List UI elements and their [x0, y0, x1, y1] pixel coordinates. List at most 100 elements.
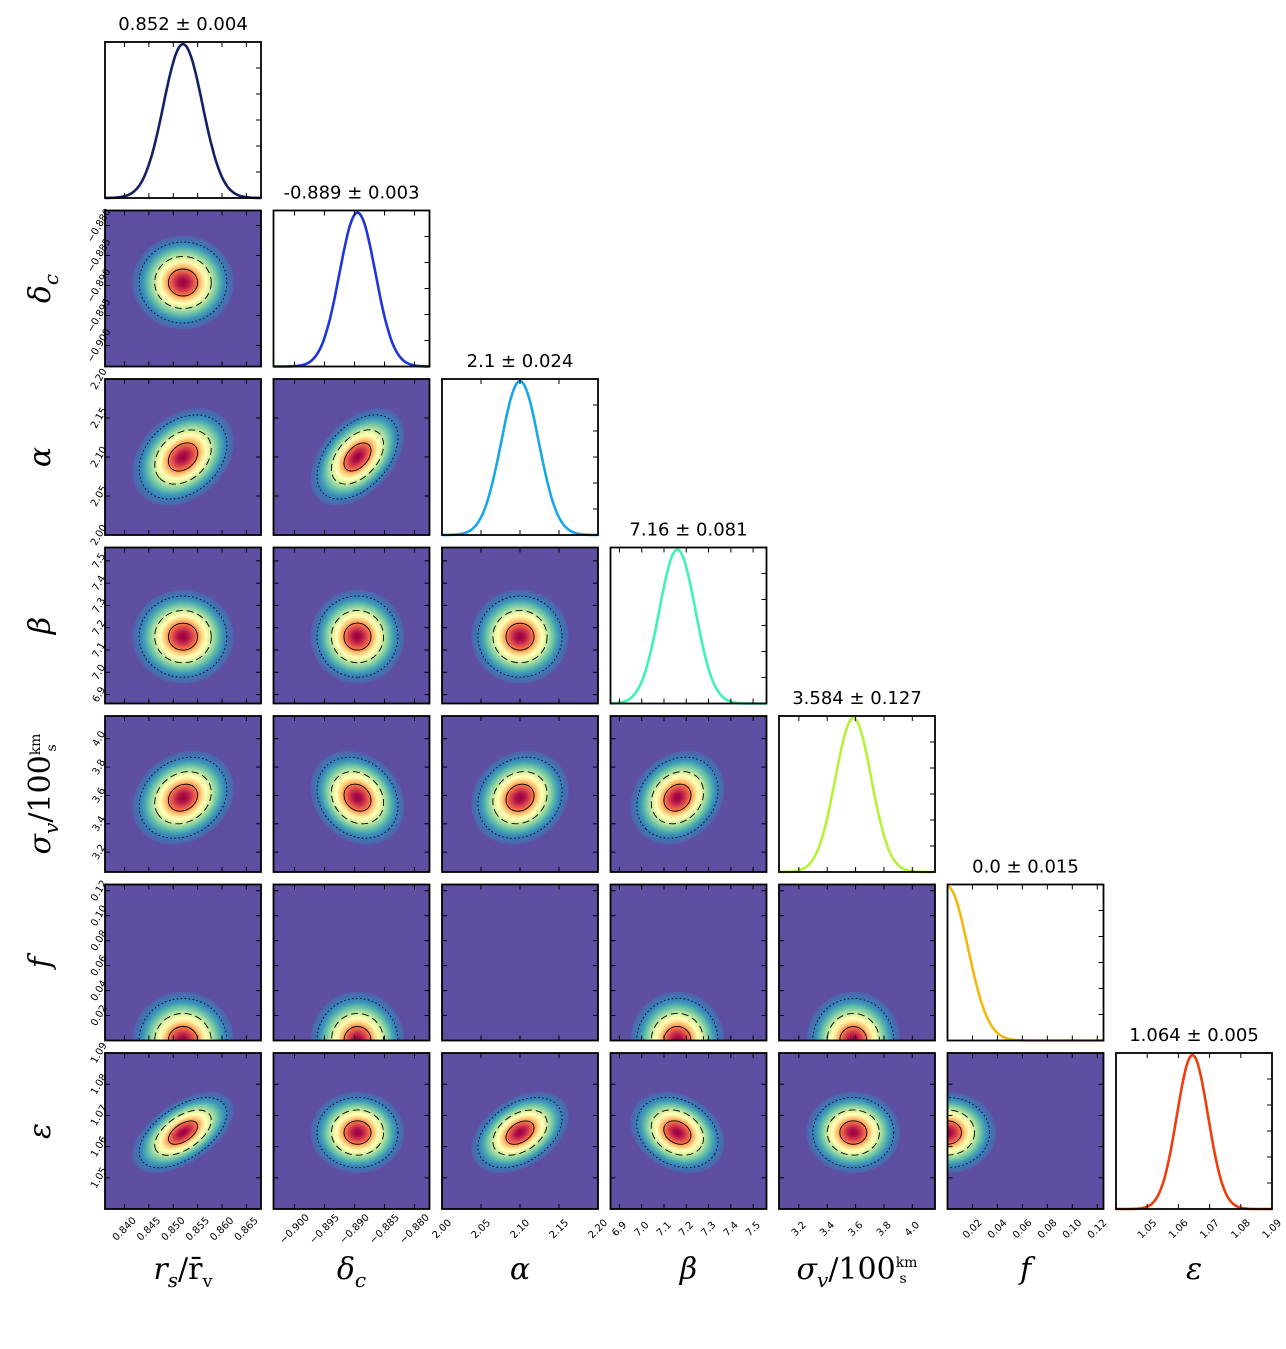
x-axis-eps: 1.05 1.06 1.07 1.08 1.09 ε [1136, 1218, 1284, 1287]
panel-eps-vs-alpha [441, 1052, 599, 1210]
x-tick-label: 0.10 [1061, 1218, 1085, 1242]
x-tick-label: 3.8 [875, 1220, 894, 1239]
contour-2 [492, 609, 548, 664]
panel-f-vs-beta [609, 883, 768, 1042]
contour-1 [167, 622, 199, 651]
contour-3 [477, 756, 563, 839]
contour-3 [316, 414, 399, 500]
density-fill [310, 750, 405, 845]
contour-1 [343, 783, 372, 812]
x-axis-label-sigma: σv/100km s [797, 1252, 918, 1292]
hist-title-beta: 7.16 ± 0.081 [629, 520, 747, 541]
panel-beta-vs-rs [104, 546, 262, 705]
contour-3 [138, 595, 228, 678]
contour-1 [167, 1026, 199, 1041]
x-tick-label: 1.09 [1261, 1218, 1285, 1242]
x-tick-label: 0.850 [160, 1215, 188, 1243]
y-axis-alpha: 2.002.052.102.152.20α [23, 367, 110, 548]
contour-3 [138, 241, 228, 324]
y-axis-eps: 1.051.061.071.081.09ε [23, 1041, 110, 1191]
contour-3 [316, 595, 399, 678]
x-tick-label: 0.06 [1011, 1218, 1035, 1242]
x-tick-label: 1.06 [1167, 1218, 1191, 1242]
x-tick-label: 0.840 [111, 1215, 139, 1243]
density-fill [132, 408, 234, 506]
x-axis-label-beta: β [679, 1252, 697, 1287]
contour-3 [636, 1096, 719, 1169]
y-axis-label-eps: ε [23, 1123, 58, 1139]
x-axis-label-dc: δc [337, 1252, 366, 1292]
contour-2 [826, 1109, 880, 1156]
panel-alpha-vs-dc [272, 378, 431, 536]
x-tick-label: 7.3 [699, 1220, 718, 1239]
density-fill [132, 1092, 234, 1174]
density-fill [630, 1092, 725, 1174]
contour-1 [167, 268, 199, 297]
x-tick-label: −0.885 [368, 1212, 402, 1246]
contour-1 [947, 1120, 962, 1145]
x-axis-beta: 6.9 7.0 7.1 7.2 7.3 7.4 7.5 β [610, 1220, 763, 1287]
hist-panel-rs: 0.852 ± 0.004 [104, 14, 262, 200]
x-tick-label: 2.10 [509, 1218, 533, 1242]
contour-1 [167, 783, 199, 812]
contour-2 [330, 609, 385, 664]
panel-eps-vs-beta [609, 1052, 768, 1210]
x-tick-label: −0.880 [398, 1212, 432, 1246]
y-axis-label-beta: β [23, 617, 58, 635]
x-tick-label: 0.845 [135, 1215, 163, 1243]
panel-sigma-vs-dc [272, 715, 431, 873]
density-fill [806, 991, 901, 1041]
x-tick-label: 3.2 [790, 1220, 809, 1239]
x-tick-label: 7.1 [655, 1220, 674, 1239]
x-tick-label: 2.20 [587, 1218, 611, 1242]
y-axis-f: 0.020.040.060.080.100.12f [23, 879, 110, 1029]
hist-panel-sigma: 3.584 ± 0.127 [778, 688, 936, 874]
x-tick-label: 6.9 [610, 1220, 629, 1239]
contour-3 [138, 414, 228, 500]
density-fill [132, 235, 234, 330]
density-fill [806, 1091, 901, 1174]
contour-1 [839, 1120, 868, 1145]
x-tick-label: 0.02 [961, 1218, 985, 1242]
contour-3 [477, 1097, 563, 1169]
x-tick-label: 7.0 [633, 1220, 652, 1239]
panel-f-vs-rs [104, 883, 262, 1042]
x-tick-label: 1.05 [1136, 1218, 1160, 1242]
x-tick-label: −0.890 [338, 1212, 372, 1246]
x-axis-sigma: 3.2 3.4 3.6 3.8 4.0 σv/100km s [790, 1220, 922, 1292]
contour-2 [492, 1109, 548, 1156]
y-axis-label-alpha: α [23, 447, 58, 467]
hist-panel-f: 0.0 ± 0.015 [946, 857, 1105, 1042]
x-tick-label: 2.05 [470, 1218, 494, 1242]
contour-2 [154, 429, 212, 485]
panel-eps-vs-f [946, 1052, 1105, 1210]
density-fill [310, 589, 405, 684]
density-fill [471, 1092, 569, 1174]
contour-1 [505, 783, 535, 812]
contour-1 [343, 1026, 372, 1041]
x-tick-label: 0.04 [986, 1218, 1010, 1242]
panel-f-vs-dc [272, 883, 431, 1042]
x-tick-label: 0.855 [184, 1215, 212, 1243]
contour-1 [167, 1120, 199, 1145]
contour-3 [138, 1097, 228, 1169]
panel-sigma-vs-beta [609, 715, 768, 873]
hist-title-eps: 1.064 ± 0.005 [1129, 1025, 1259, 1046]
panel-beta-vs-alpha [441, 546, 599, 705]
y-axis-label-dc: δc [23, 274, 63, 303]
contour-2 [154, 1109, 212, 1156]
x-tick-label: 2.00 [431, 1218, 455, 1242]
x-tick-label: 3.6 [846, 1220, 865, 1239]
density-fill [132, 589, 234, 684]
density-fill [310, 1091, 405, 1174]
y-axis-sigma: 3.23.43.63.84.0σv/100kms [23, 729, 108, 862]
contour-3 [316, 756, 399, 839]
x-tick-label: 7.4 [722, 1220, 741, 1239]
contour-2 [826, 1012, 880, 1041]
x-tick-label: 1.07 [1198, 1218, 1222, 1242]
panel-eps-vs-rs [104, 1052, 262, 1210]
contour-1 [343, 442, 372, 472]
